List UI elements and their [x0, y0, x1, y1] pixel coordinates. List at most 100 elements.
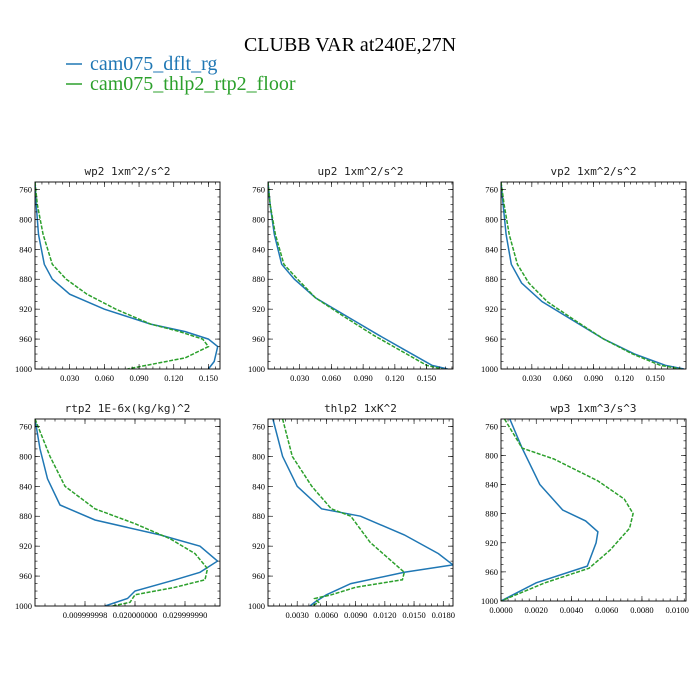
vp2-xtick-label: 0.150	[646, 373, 665, 383]
wp2-ytick-label: 760	[19, 184, 32, 194]
thlp2-ytick-label: 840	[252, 481, 265, 491]
thlp2-ytick-label: 1000	[248, 601, 265, 611]
up2-ytick-label: 920	[252, 304, 265, 314]
legend-label-2: cam075_thlp2_rtp2_floor	[90, 73, 296, 95]
wp2-ytick-label: 880	[19, 274, 32, 284]
up2-ytick-label: 760	[252, 184, 265, 194]
rtp2-series-thlp2-rtp2-floor	[35, 419, 209, 606]
vp2-ytick-label: 1000	[481, 364, 498, 374]
wp3-series-dflt-rg	[501, 419, 599, 601]
legend-label-1: cam075_dflt_rg	[90, 53, 217, 75]
thlp2-xtick-label: 0.0060	[315, 610, 338, 620]
wp2-xtick-label: 0.150	[199, 373, 218, 383]
up2-ytick-label: 800	[252, 214, 265, 224]
wp2-ytick-label: 840	[19, 244, 32, 254]
wp3-ytick-label: 760	[485, 421, 498, 431]
rtp2-ytick-label: 840	[19, 481, 32, 491]
subplot-vp2: vp2 1xm^2/s^2 760 800 840 880 920 960 1000 0.030…	[481, 165, 687, 383]
vp2-series-dflt-rg	[501, 182, 685, 369]
vp2-ytick-label: 800	[485, 214, 498, 224]
thlp2-series-thlp2-rtp2-floor	[281, 419, 406, 606]
subplot-grid: wp2 1xm^2/s^2 760 800 840 880 920 960 1000 0.030…	[15, 165, 689, 620]
thlp2-xtick-label: 0.0180	[432, 610, 455, 620]
thlp2-ytick-label: 800	[252, 451, 265, 461]
up2-xtick-label: 0.150	[417, 373, 436, 383]
wp3-ytick-label: 800	[485, 450, 498, 460]
up2-ytick-label: 960	[252, 334, 265, 344]
rtp2-ytick-label: 760	[19, 421, 32, 431]
wp3-xtick-label: 0.0060	[595, 605, 618, 615]
wp3-xtick-label: 0.0080	[630, 605, 653, 615]
thlp2-xtick-label: 0.0120	[373, 610, 396, 620]
thlp2-xtick-label: 0.0150	[402, 610, 425, 620]
rtp2-ytick-label: 800	[19, 451, 32, 461]
vp2-ytick-label: 960	[485, 334, 498, 344]
up2-ytick-label: 1000	[248, 364, 265, 374]
vp2-ytick-label: 840	[485, 244, 498, 254]
wp2-ytick-label: 800	[19, 214, 32, 224]
wp3-plot-frame	[500, 418, 687, 602]
wp3-ytick-label: 880	[485, 509, 498, 519]
wp3-ytick-label: 840	[485, 480, 498, 490]
thlp2-ytick-label: 920	[252, 541, 265, 551]
up2-panel-title: up2 1xm^2/s^2	[317, 165, 403, 178]
up2-xtick-label: 0.030	[290, 373, 309, 383]
up2-series-thlp2-rtp2-floor	[268, 182, 443, 369]
thlp2-series-dflt-rg	[272, 419, 453, 606]
wp2-xtick-label: 0.120	[164, 373, 183, 383]
thlp2-plot-frame	[267, 418, 454, 607]
rtp2-xtick-label: 0.029999990	[163, 610, 208, 620]
vp2-series-thlp2-rtp2-floor	[501, 182, 682, 369]
wp2-plot-frame	[34, 181, 221, 370]
wp2-xtick-label: 0.090	[130, 373, 149, 383]
vp2-xtick-label: 0.120	[615, 373, 634, 383]
wp3-xtick-label: 0.0020	[525, 605, 548, 615]
figure-title: CLUBB VAR at240E,27N	[244, 34, 456, 56]
vp2-ytick-label: 920	[485, 304, 498, 314]
rtp2-ytick-label: 880	[19, 511, 32, 521]
wp2-xtick-label: 0.030	[60, 373, 79, 383]
rtp2-plot-frame	[34, 418, 221, 607]
vp2-panel-title: vp2 1xm^2/s^2	[550, 165, 636, 178]
wp3-xtick-label: 0.0000	[489, 605, 512, 615]
wp3-ytick-label: 920	[485, 538, 498, 548]
wp3-ytick-label: 960	[485, 567, 498, 577]
thlp2-xtick-label: 0.0030	[286, 610, 309, 620]
wp3-xtick-label: 0.0100	[666, 605, 689, 615]
wp2-panel-title: wp2 1xm^2/s^2	[84, 165, 170, 178]
up2-xtick-label: 0.090	[354, 373, 373, 383]
wp3-xtick-label: 0.0040	[560, 605, 583, 615]
subplot-wp3: wp3 1xm^3/s^3 760 800 840 880 920 960 10000.000…	[481, 402, 689, 615]
wp3-ytick-label: 1000	[481, 596, 498, 606]
vp2-xtick-label: 0.030	[522, 373, 541, 383]
thlp2-ytick-label: 760	[252, 421, 265, 431]
subplot-wp2: wp2 1xm^2/s^2 760 800 840 880 920 960 1000 0.030…	[15, 165, 221, 383]
wp2-xtick-label: 0.060	[95, 373, 114, 383]
subplot-up2: up2 1xm^2/s^2 760 800 840 880 920 960 1000 0.030…	[248, 165, 454, 383]
wp3-series-thlp2-rtp2-floor	[501, 419, 634, 601]
subplot-rtp2: rtp2 1E-6x(kg/kg)^2 760 800 840 880 920 960 100…	[15, 402, 221, 620]
up2-ytick-label: 840	[252, 244, 265, 254]
rtp2-ytick-label: 1000	[15, 601, 32, 611]
legend: cam075_dflt_rg cam075_thlp2_rtp2_floor	[66, 53, 296, 95]
rtp2-series-dflt-rg	[35, 419, 219, 606]
up2-xtick-label: 0.060	[322, 373, 341, 383]
vp2-plot-frame	[500, 181, 687, 370]
up2-ytick-label: 880	[252, 274, 265, 284]
vp2-xtick-label: 0.060	[553, 373, 572, 383]
up2-xtick-label: 0.120	[385, 373, 404, 383]
wp2-ytick-label: 920	[19, 304, 32, 314]
thlp2-panel-title: thlp2 1xK^2	[324, 402, 397, 415]
rtp2-xtick-label: 0.009999998	[63, 610, 108, 620]
up2-plot-frame	[267, 181, 454, 370]
vp2-ytick-label: 880	[485, 274, 498, 284]
rtp2-ytick-label: 960	[19, 571, 32, 581]
wp2-ytick-label: 1000	[15, 364, 32, 374]
wp3-panel-title: wp3 1xm^3/s^3	[550, 402, 636, 415]
thlp2-ytick-label: 960	[252, 571, 265, 581]
thlp2-xtick-label: 0.0090	[344, 610, 367, 620]
rtp2-xtick-label: 0.020000000	[113, 610, 158, 620]
subplot-thlp2: thlp2 1xK^2 760 800 840 880 920 960 1000 0.0030 0…	[248, 402, 455, 620]
rtp2-ytick-label: 920	[19, 541, 32, 551]
